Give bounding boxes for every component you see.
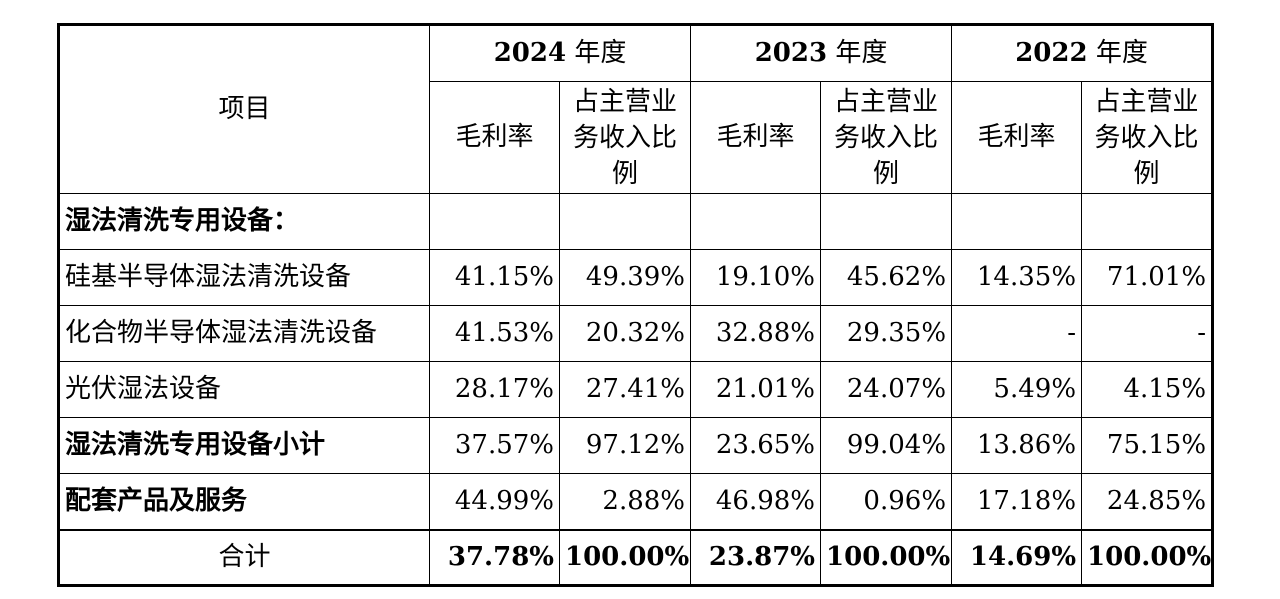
cell-value: 49.39%: [558, 249, 692, 306]
table-row: 湿法清洗专用设备小计 37.57% 97.12% 23.65% 99.04% 1…: [58, 417, 1214, 474]
row-label: 配套产品及服务: [58, 473, 430, 530]
cell-value: 5.49%: [951, 361, 1083, 418]
gross-margin-table: 项目 2024 年度 2023 年度 2022 年度 毛利率 占主营业务收入比例…: [57, 23, 1215, 587]
cell-value: 41.53%: [429, 305, 560, 362]
cell-value: -: [951, 305, 1083, 362]
total-value: 23.87%: [690, 528, 822, 586]
cell-value: 28.17%: [429, 361, 560, 418]
year-header-2022: 2022 年度: [951, 24, 1214, 82]
cell-value: 13.86%: [951, 417, 1083, 474]
row-label: 光伏湿法设备: [58, 361, 430, 418]
row-label: 化合物半导体湿法清洗设备: [58, 305, 430, 362]
table-row: 硅基半导体湿法清洗设备 41.15% 49.39% 19.10% 45.62% …: [58, 249, 1214, 306]
cell-value: 71.01%: [1081, 249, 1214, 306]
header-row-metrics: 毛利率 占主营业务收入比例 毛利率 占主营业务收入比例 毛利率 占主营业务收入比…: [59, 81, 1214, 194]
share-header: 占主营业务收入比例: [558, 81, 692, 194]
cell-value: 17.18%: [951, 473, 1083, 530]
section-row: 湿法清洗专用设备：: [58, 193, 1214, 250]
total-value: 100.00%: [820, 528, 953, 586]
cell-value: 0.96%: [820, 473, 953, 530]
section-label: 湿法清洗专用设备：: [58, 193, 430, 250]
cell-value: 21.01%: [690, 361, 822, 418]
cell-value: 4.15%: [1081, 361, 1214, 418]
total-row: 合计 37.78% 100.00% 23.87% 100.00% 14.69% …: [58, 528, 1214, 586]
row-label: 硅基半导体湿法清洗设备: [58, 249, 430, 306]
cell-value: 46.98%: [690, 473, 822, 530]
cell-value: 24.85%: [1081, 473, 1214, 530]
gross-margin-header: 毛利率: [429, 81, 560, 194]
total-label: 合计: [58, 528, 430, 586]
cell-value: 75.15%: [1081, 417, 1214, 474]
total-value: 100.00%: [558, 528, 692, 586]
header-row-years: 项目 2024 年度 2023 年度 2022 年度: [58, 24, 1214, 194]
share-header: 占主营业务收入比例: [1081, 81, 1214, 194]
cell-value: 97.12%: [558, 417, 692, 474]
total-value: 14.69%: [951, 528, 1083, 586]
table-row: 光伏湿法设备 28.17% 27.41% 21.01% 24.07% 5.49%…: [58, 361, 1214, 418]
table-row: 配套产品及服务 44.99% 2.88% 46.98% 0.96% 17.18%…: [58, 473, 1214, 530]
total-value: 100.00%: [1081, 528, 1214, 586]
total-value: 37.78%: [429, 528, 560, 586]
cell-value: 32.88%: [690, 305, 822, 362]
year-header-2024: 2024 年度: [428, 24, 692, 82]
cell-value: 20.32%: [558, 305, 692, 362]
cell-value: -: [1081, 305, 1214, 362]
cell-value: 45.62%: [820, 249, 953, 306]
year-header-2023: 2023 年度: [690, 24, 953, 82]
cell-value: 29.35%: [820, 305, 953, 362]
item-header: 项目: [58, 24, 430, 194]
cell-value: 24.07%: [820, 361, 953, 418]
cell-value: 37.57%: [429, 417, 560, 474]
share-header: 占主营业务收入比例: [820, 81, 953, 194]
cell-value: 44.99%: [429, 473, 560, 530]
cell-value: 2.88%: [558, 473, 692, 530]
gross-margin-header: 毛利率: [690, 81, 822, 194]
table-row: 化合物半导体湿法清洗设备 41.53% 20.32% 32.88% 29.35%…: [58, 305, 1214, 362]
cell-value: 14.35%: [951, 249, 1083, 306]
cell-value: 27.41%: [558, 361, 692, 418]
row-label: 湿法清洗专用设备小计: [58, 417, 430, 474]
cell-value: 41.15%: [429, 249, 560, 306]
cell-value: 19.10%: [690, 249, 822, 306]
cell-value: 99.04%: [820, 417, 953, 474]
cell-value: 23.65%: [690, 417, 822, 474]
gross-margin-header: 毛利率: [951, 81, 1083, 194]
